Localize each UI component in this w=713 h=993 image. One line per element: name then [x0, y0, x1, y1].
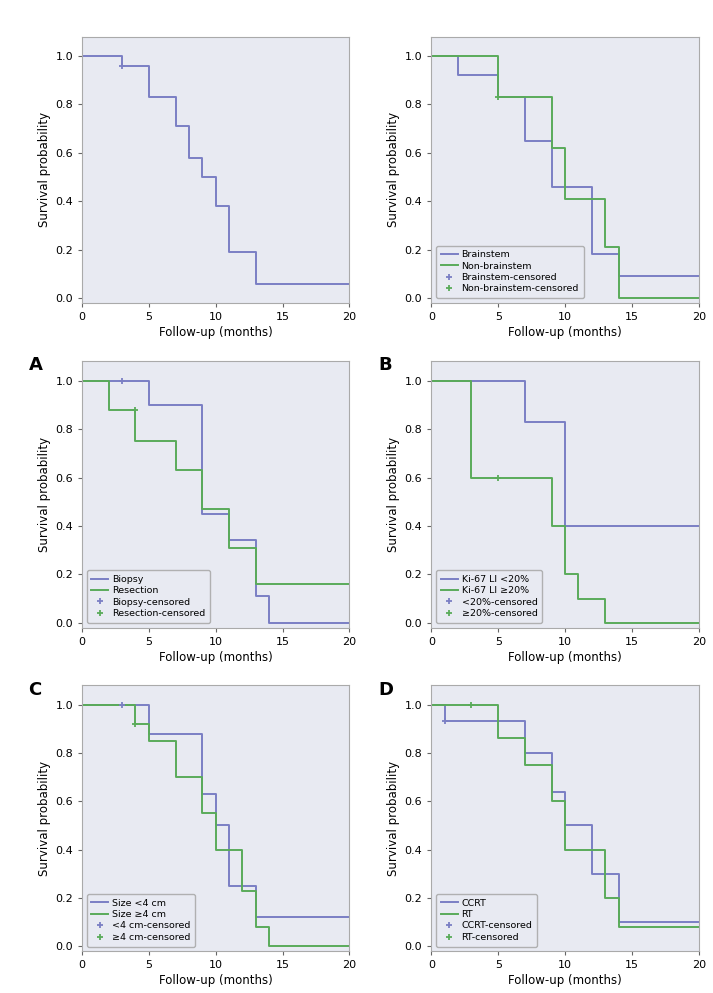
Text: C: C	[29, 681, 42, 699]
X-axis label: Follow-up (months): Follow-up (months)	[508, 974, 622, 987]
X-axis label: Follow-up (months): Follow-up (months)	[159, 650, 272, 663]
Legend: Brainstem, Non-brainstem, Brainstem-censored, Non-brainstem-censored: Brainstem, Non-brainstem, Brainstem-cens…	[436, 245, 584, 298]
Y-axis label: Survival probability: Survival probability	[38, 761, 51, 876]
Y-axis label: Survival probability: Survival probability	[387, 437, 401, 552]
Y-axis label: Survival probability: Survival probability	[387, 112, 401, 227]
X-axis label: Follow-up (months): Follow-up (months)	[508, 326, 622, 339]
X-axis label: Follow-up (months): Follow-up (months)	[159, 326, 272, 339]
Y-axis label: Survival probability: Survival probability	[38, 437, 51, 552]
Legend: CCRT, RT, CCRT-censored, RT-censored: CCRT, RT, CCRT-censored, RT-censored	[436, 894, 537, 946]
Text: B: B	[378, 356, 391, 374]
Y-axis label: Survival probability: Survival probability	[387, 761, 401, 876]
Text: A: A	[29, 356, 42, 374]
Text: D: D	[378, 681, 393, 699]
Legend: Size <4 cm, Size ≥4 cm, <4 cm-censored, ≥4 cm-censored: Size <4 cm, Size ≥4 cm, <4 cm-censored, …	[87, 894, 195, 946]
Y-axis label: Survival probability: Survival probability	[38, 112, 51, 227]
X-axis label: Follow-up (months): Follow-up (months)	[159, 974, 272, 987]
Legend: Ki-67 LI <20%, Ki-67 LI ≥20%, <20%-censored, ≥20%-censored: Ki-67 LI <20%, Ki-67 LI ≥20%, <20%-censo…	[436, 570, 542, 623]
X-axis label: Follow-up (months): Follow-up (months)	[508, 650, 622, 663]
Legend: Biopsy, Resection, Biopsy-censored, Resection-censored: Biopsy, Resection, Biopsy-censored, Rese…	[87, 570, 210, 623]
